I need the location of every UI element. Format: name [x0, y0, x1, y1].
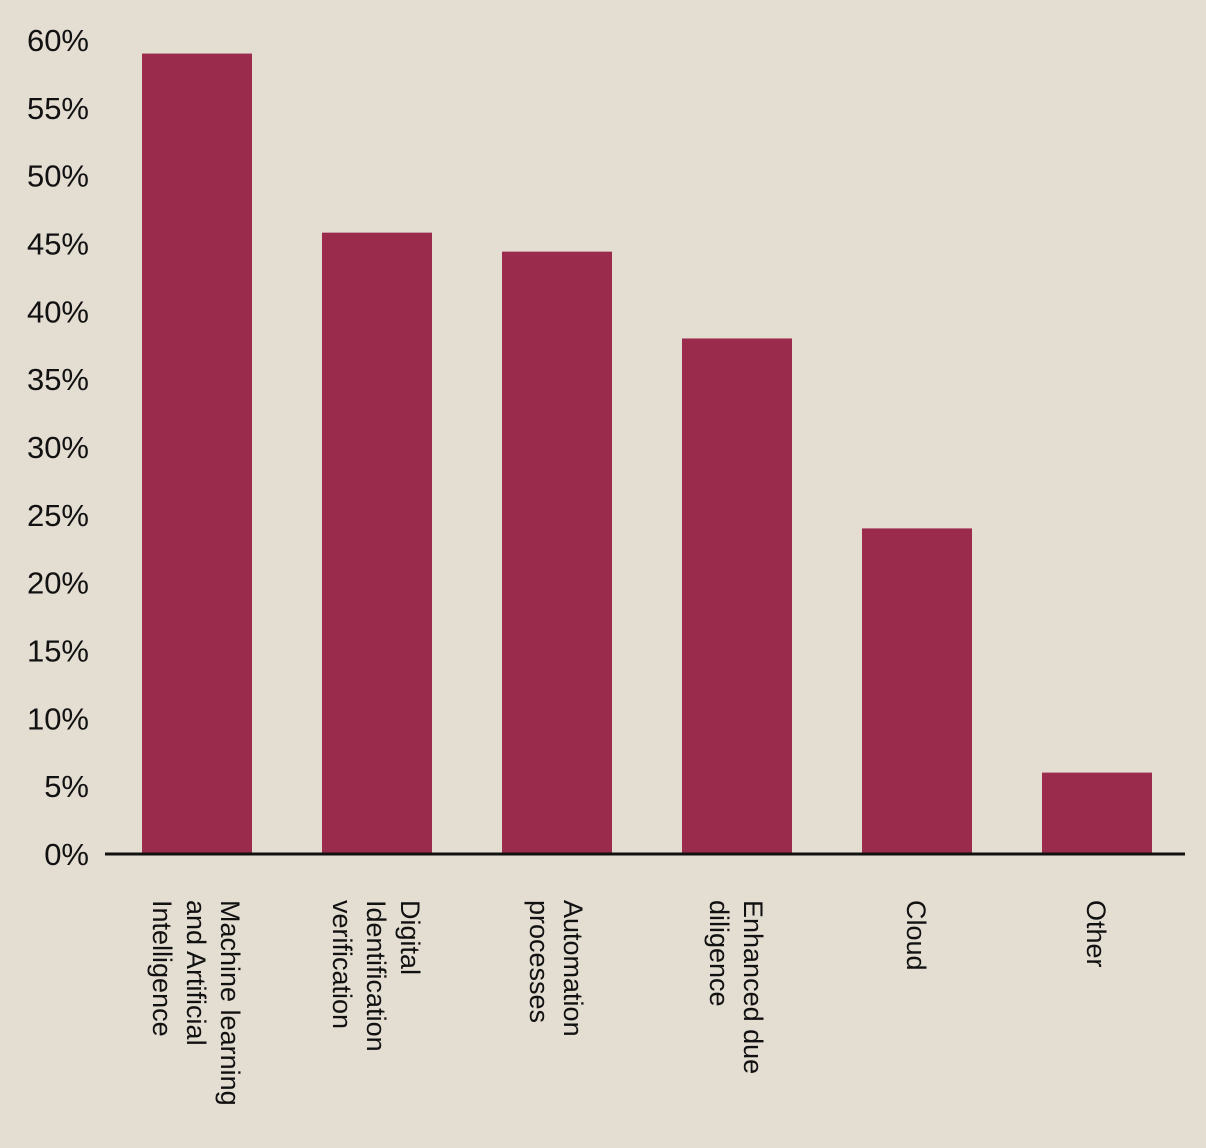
- y-tick-label: 35%: [27, 362, 89, 397]
- x-category-label-line: Digital: [395, 900, 425, 975]
- bar: [142, 53, 252, 855]
- x-category-label-line: Automation: [558, 900, 588, 1037]
- x-category-label-line: Other: [1081, 900, 1111, 968]
- y-axis-tick-labels: 0% 5% 10% 15% 20% 25% 30% 35% 40% 45% 50% 55% 60%: [27, 23, 89, 872]
- bars: [142, 53, 1152, 855]
- y-tick-label: 55%: [27, 91, 89, 126]
- x-category-label-line: verification: [327, 900, 357, 1029]
- x-category-label-line: diligence: [704, 900, 734, 1007]
- bar: [682, 338, 792, 854]
- bar: [862, 528, 972, 854]
- x-category-label-line: Cloud: [901, 900, 931, 971]
- x-category-label-line: Enhanced due: [738, 900, 768, 1074]
- x-category-label: Machine learningand ArtificialIntelligen…: [147, 900, 245, 1106]
- x-category-label: Automationprocesses: [524, 900, 588, 1037]
- y-tick-label: 15%: [27, 634, 89, 669]
- x-category-label-line: Identification: [361, 900, 391, 1052]
- x-category-label: DigitalIdentificationverification: [327, 900, 425, 1052]
- y-tick-label: 25%: [27, 498, 89, 533]
- x-category-label: Enhanced duediligence: [704, 900, 768, 1074]
- x-category-label: Cloud: [901, 900, 931, 971]
- x-category-label-line: and Artificial: [181, 900, 211, 1046]
- y-tick-label: 60%: [27, 23, 89, 58]
- x-category-label: Other: [1081, 900, 1111, 968]
- bar: [1042, 772, 1152, 854]
- bar: [322, 232, 432, 854]
- y-tick-label: 50%: [27, 159, 89, 194]
- y-tick-label: 30%: [27, 430, 89, 465]
- bar: [502, 251, 612, 854]
- x-category-label-line: processes: [524, 900, 554, 1023]
- y-tick-label: 45%: [27, 227, 89, 262]
- x-category-label-line: Intelligence: [147, 900, 177, 1037]
- y-tick-label: 40%: [27, 294, 89, 329]
- y-tick-label: 5%: [44, 769, 89, 804]
- y-tick-label: 0%: [44, 837, 89, 872]
- x-category-label-line: Machine learning: [215, 900, 245, 1106]
- y-tick-label: 10%: [27, 701, 89, 736]
- y-tick-label: 20%: [27, 566, 89, 601]
- x-axis-category-labels: Machine learningand ArtificialIntelligen…: [147, 900, 1111, 1106]
